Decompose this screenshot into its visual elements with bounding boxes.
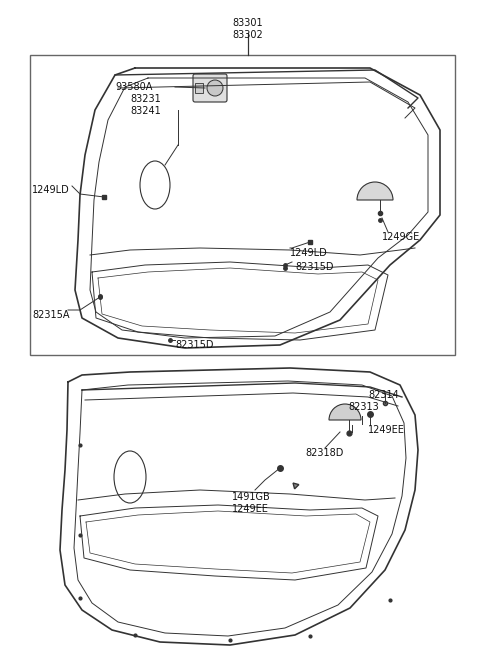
Ellipse shape <box>114 451 146 503</box>
Wedge shape <box>357 182 393 200</box>
Text: 1249EE: 1249EE <box>232 504 269 514</box>
Wedge shape <box>329 404 361 420</box>
Circle shape <box>207 80 223 96</box>
Text: 1249LD: 1249LD <box>290 248 328 258</box>
Bar <box>195 83 203 93</box>
FancyBboxPatch shape <box>193 74 227 102</box>
Text: 1249LD: 1249LD <box>32 185 70 195</box>
Text: 83302: 83302 <box>233 30 264 40</box>
Text: 82315D: 82315D <box>295 262 334 272</box>
Text: 83301: 83301 <box>233 18 264 28</box>
Text: 93580A: 93580A <box>115 82 152 92</box>
Text: 82315A: 82315A <box>32 310 70 320</box>
Text: 83241: 83241 <box>130 106 161 116</box>
Text: 82314: 82314 <box>368 390 399 400</box>
Text: 1249EE: 1249EE <box>368 425 405 435</box>
Text: 82315D: 82315D <box>175 340 214 350</box>
Text: 82313: 82313 <box>348 402 379 412</box>
Text: 82318D: 82318D <box>305 448 343 458</box>
Ellipse shape <box>140 161 170 209</box>
Bar <box>30 55 455 355</box>
Text: 83231: 83231 <box>130 94 161 104</box>
Text: 1249GE: 1249GE <box>382 232 420 242</box>
Text: 1491GB: 1491GB <box>232 492 271 502</box>
